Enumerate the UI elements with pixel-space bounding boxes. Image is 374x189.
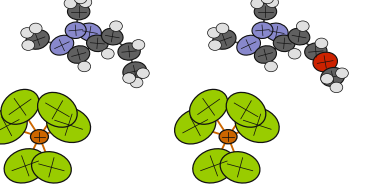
Ellipse shape [193, 149, 235, 183]
Ellipse shape [175, 108, 216, 144]
Ellipse shape [110, 21, 122, 31]
Ellipse shape [305, 43, 327, 60]
Ellipse shape [79, 23, 101, 41]
Ellipse shape [219, 130, 237, 144]
Ellipse shape [21, 28, 34, 38]
Ellipse shape [208, 28, 220, 38]
Ellipse shape [251, 0, 264, 9]
Ellipse shape [254, 3, 277, 20]
Ellipse shape [79, 0, 92, 8]
Ellipse shape [47, 107, 91, 143]
Ellipse shape [220, 152, 260, 183]
Ellipse shape [321, 74, 333, 84]
Ellipse shape [4, 149, 46, 183]
Ellipse shape [101, 49, 114, 59]
Ellipse shape [31, 130, 48, 144]
Ellipse shape [226, 92, 266, 127]
Ellipse shape [0, 108, 27, 144]
Ellipse shape [123, 73, 135, 83]
Ellipse shape [297, 21, 309, 31]
Ellipse shape [68, 46, 90, 63]
Ellipse shape [64, 0, 77, 9]
Ellipse shape [288, 28, 310, 45]
Ellipse shape [31, 152, 71, 183]
Ellipse shape [74, 0, 87, 4]
Ellipse shape [101, 28, 123, 45]
Ellipse shape [266, 0, 279, 8]
Ellipse shape [132, 40, 145, 50]
Ellipse shape [1, 89, 39, 124]
Ellipse shape [252, 22, 273, 39]
Ellipse shape [321, 67, 344, 86]
Ellipse shape [265, 61, 278, 72]
Ellipse shape [330, 82, 343, 93]
Ellipse shape [335, 68, 348, 78]
Ellipse shape [123, 62, 147, 81]
Ellipse shape [273, 35, 295, 52]
Ellipse shape [137, 68, 149, 78]
Ellipse shape [22, 40, 35, 50]
Ellipse shape [30, 23, 42, 34]
Ellipse shape [65, 22, 86, 39]
Ellipse shape [86, 35, 108, 52]
Ellipse shape [265, 23, 288, 41]
Ellipse shape [67, 3, 90, 20]
Ellipse shape [237, 35, 260, 55]
Ellipse shape [313, 52, 337, 72]
Ellipse shape [37, 92, 77, 127]
Ellipse shape [288, 49, 301, 59]
Ellipse shape [190, 89, 228, 124]
Ellipse shape [50, 35, 74, 55]
Ellipse shape [261, 0, 274, 4]
Ellipse shape [235, 107, 279, 143]
Ellipse shape [213, 30, 236, 49]
Ellipse shape [78, 61, 91, 72]
Ellipse shape [130, 77, 143, 88]
Ellipse shape [26, 30, 49, 49]
Ellipse shape [118, 43, 140, 60]
Ellipse shape [254, 46, 276, 63]
Ellipse shape [315, 38, 328, 49]
Ellipse shape [209, 40, 221, 50]
Ellipse shape [216, 23, 229, 34]
